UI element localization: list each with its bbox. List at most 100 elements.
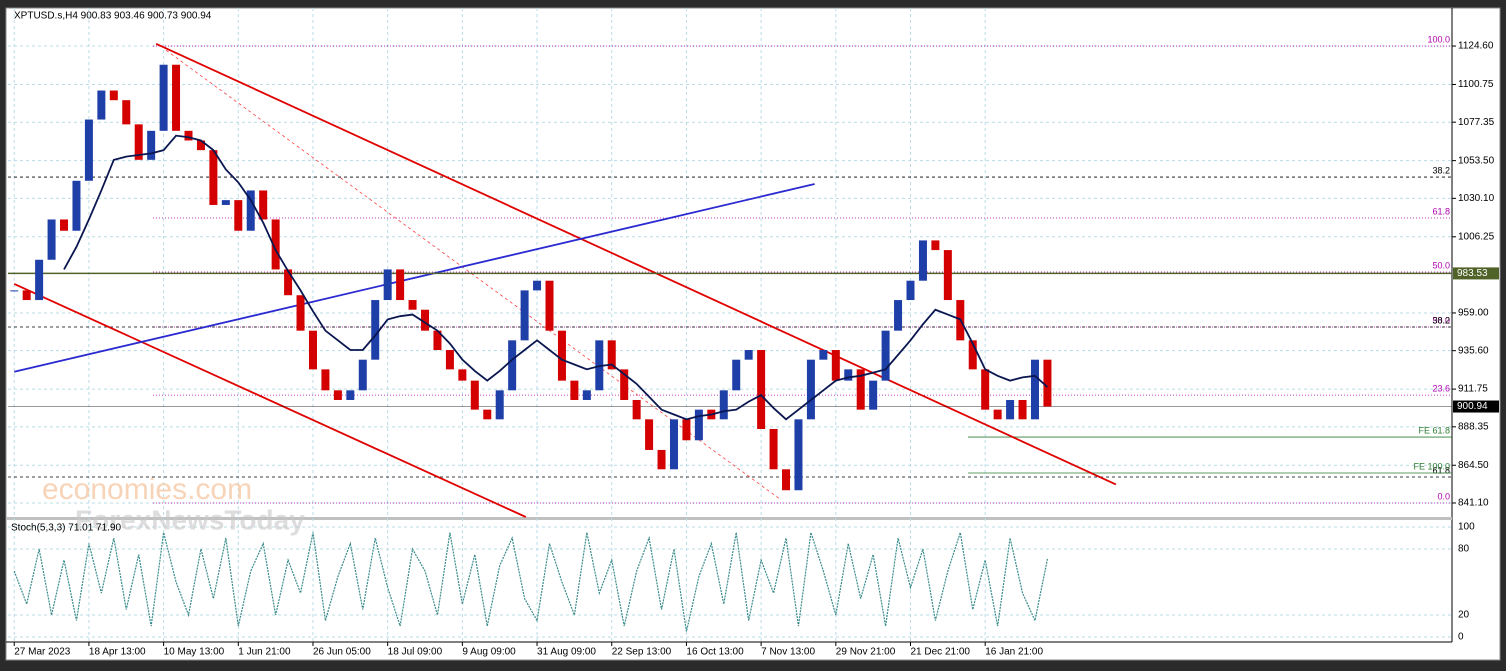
candle — [308, 330, 317, 370]
candle — [831, 350, 840, 381]
candle — [645, 419, 654, 450]
x-tick-label: 9 Aug 09:00 — [462, 647, 516, 658]
y-tick-label: 864.50 — [1458, 460, 1489, 471]
candle — [844, 369, 853, 381]
x-tick-label: 18 Jul 09:00 — [388, 647, 443, 658]
candle — [794, 419, 803, 491]
candle — [321, 369, 330, 391]
candle — [433, 330, 442, 351]
chart-title: XPTUSD.s,H4 900.83 903.46 900.73 900.94 — [14, 11, 212, 22]
y-tick-label: 888.35 — [1458, 421, 1489, 432]
candle — [396, 269, 405, 301]
candle — [221, 200, 230, 205]
candle — [732, 359, 741, 391]
candle — [582, 390, 591, 400]
candle — [147, 130, 156, 160]
candle — [196, 140, 205, 151]
candle — [1006, 399, 1015, 420]
candle — [769, 428, 778, 470]
pane-separator — [6, 517, 1452, 520]
candle — [209, 150, 218, 205]
y-tick-label: 1124.60 — [1458, 41, 1494, 52]
level-label: 38.2 — [1432, 315, 1450, 325]
candle — [782, 469, 791, 491]
candle — [545, 280, 554, 331]
candle — [620, 369, 629, 400]
candle — [172, 64, 181, 131]
candle — [1018, 399, 1027, 420]
candle — [918, 240, 927, 281]
x-tick-label: 21 Dec 21:00 — [911, 647, 971, 658]
x-tick-label: 16 Jan 21:00 — [985, 647, 1043, 658]
y-tick-label: 1006.25 — [1458, 231, 1495, 242]
candle — [744, 350, 753, 360]
candle — [84, 119, 93, 181]
candle — [122, 100, 131, 125]
candle — [533, 280, 542, 291]
candle — [371, 300, 380, 360]
candle — [856, 369, 865, 410]
x-tick-label: 1 Jun 21:00 — [238, 647, 291, 658]
x-tick-label: 29 Nov 21:00 — [836, 647, 896, 658]
price-marker — [1453, 267, 1499, 280]
candle — [383, 269, 392, 301]
candle — [72, 180, 81, 231]
candle — [657, 449, 666, 470]
x-tick-label: 18 Apr 13:00 — [89, 647, 146, 658]
watermark: ForexNewsToday — [75, 504, 305, 535]
y-tick-label: 1100.75 — [1458, 79, 1494, 90]
candle — [682, 419, 691, 441]
y-tick-label: 841.10 — [1458, 498, 1489, 509]
candle — [906, 280, 915, 301]
price-marker-label: 983.53 — [1457, 268, 1488, 279]
candle — [445, 350, 454, 370]
trendline — [155, 42, 1117, 486]
candle — [806, 359, 815, 420]
x-tick-label: 27 Mar 2023 — [14, 647, 71, 658]
level-label: 61.8 — [1432, 465, 1450, 475]
candle — [109, 90, 118, 101]
candle — [421, 309, 430, 331]
x-tick-label: 26 Jun 05:00 — [313, 647, 371, 658]
candle — [408, 300, 417, 310]
candle — [632, 399, 641, 420]
candle — [134, 124, 143, 160]
candle — [10, 290, 19, 292]
candle — [271, 219, 280, 270]
candle — [894, 300, 903, 331]
candle — [557, 330, 566, 381]
candle — [284, 269, 293, 296]
candle — [483, 409, 492, 420]
candle — [184, 130, 193, 141]
trendline — [165, 49, 782, 501]
level-label: 100.0 — [1427, 34, 1450, 44]
price-marker — [1453, 400, 1499, 413]
y-tick-label: 1030.10 — [1458, 193, 1495, 204]
candle — [881, 330, 890, 381]
candle — [259, 190, 268, 220]
y-tick-label: 911.75 — [1458, 384, 1488, 395]
candle — [234, 200, 243, 231]
x-tick-label: 7 Nov 13:00 — [761, 647, 815, 658]
watermark: economies.com — [42, 473, 252, 506]
candle — [246, 190, 255, 231]
candle — [35, 259, 44, 301]
candle — [22, 290, 31, 301]
x-tick-label: 16 Oct 13:00 — [686, 647, 744, 658]
trendline — [14, 183, 815, 373]
candle — [719, 390, 728, 420]
level-label: 61.8 — [1432, 206, 1450, 216]
trendline — [13, 283, 527, 518]
candle — [819, 350, 828, 360]
candle — [470, 380, 479, 410]
candle — [943, 250, 952, 301]
candle — [60, 219, 69, 231]
price-marker-label: 900.94 — [1457, 401, 1488, 412]
x-tick-label: 22 Sep 13:00 — [612, 647, 672, 658]
y-tick-label: 959.00 — [1458, 308, 1489, 319]
candle — [520, 290, 529, 341]
candle — [1030, 359, 1039, 420]
candle — [981, 369, 990, 410]
candle — [570, 380, 579, 400]
